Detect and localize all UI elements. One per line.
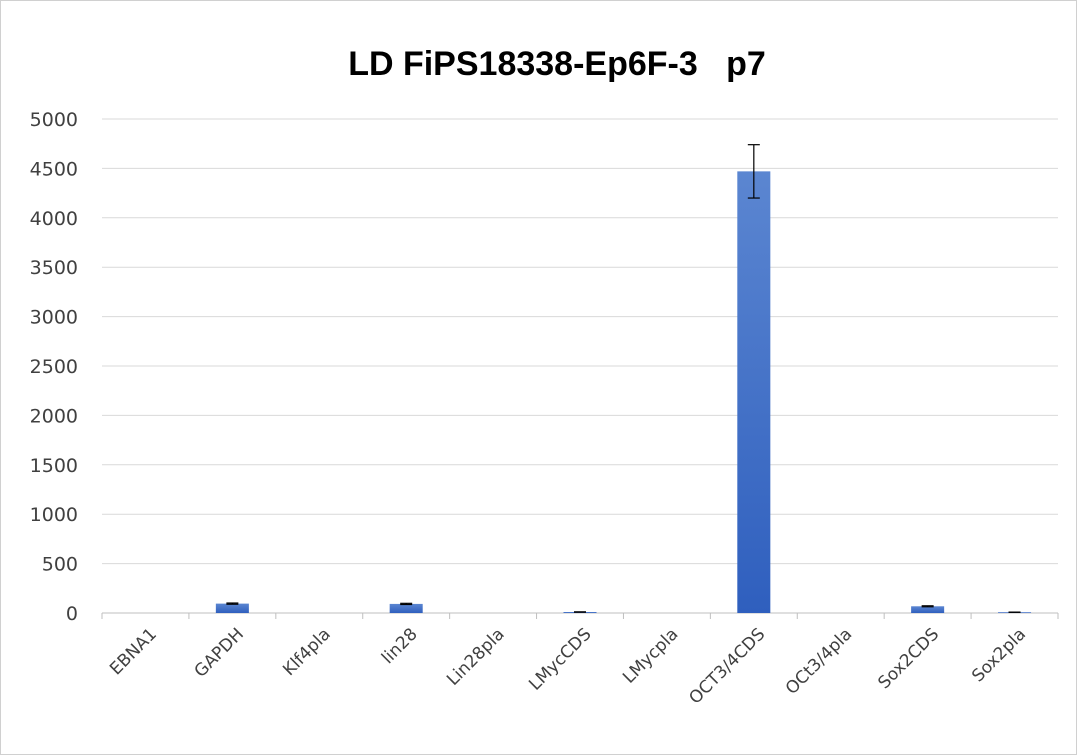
x-tick-label: Sox2CDS — [874, 624, 943, 693]
x-tick-label: OCt3/4pla — [782, 624, 856, 698]
y-tick-label: 4500 — [30, 158, 78, 180]
bar — [911, 606, 945, 613]
x-tick-label: Sox2pla — [968, 624, 1030, 686]
x-tick-label: GAPDH — [191, 624, 248, 681]
y-tick-label: 1000 — [30, 504, 78, 526]
error-bar — [921, 605, 934, 608]
y-tick-label: 4000 — [30, 208, 78, 230]
y-tick-label: 1500 — [30, 455, 78, 477]
x-tick-label: LMycCDS — [525, 624, 595, 694]
x-tick-label: Lin28pla — [443, 624, 508, 689]
bars — [215, 171, 1032, 613]
y-tick-label: 3000 — [30, 307, 78, 329]
x-tick-label: OCT3/4CDS — [685, 624, 769, 708]
x-tick-label: lin28 — [378, 624, 422, 668]
error-bar — [747, 144, 760, 199]
y-tick-label: 2500 — [30, 356, 78, 378]
bar — [737, 171, 771, 613]
chart-title: LD FiPS18338-Ep6F-3 p7 — [348, 45, 766, 83]
x-tick-label: EBNA1 — [106, 624, 161, 679]
error-bar — [226, 602, 239, 605]
y-axis-tick-labels: 0 500 1000 1500 2000 2500 3000 3500 4000 4500 5000 — [30, 109, 78, 625]
y-tick-label: 5000 — [30, 109, 78, 131]
gridlines — [101, 118, 1059, 619]
x-tick-label: Klf4pla — [279, 624, 335, 680]
y-tick-label: 3500 — [30, 257, 78, 279]
error-bars — [226, 144, 1021, 613]
y-tick-label: 2000 — [30, 405, 78, 427]
x-tick-label: LMycpla — [619, 624, 682, 687]
x-axis-tick-labels: EBNA1 GAPDH Klf4pla lin28 Lin28pla LMycCDS LMy… — [106, 624, 1030, 708]
y-tick-label: 0 — [66, 603, 78, 625]
error-bar — [400, 602, 413, 606]
bar — [215, 603, 249, 613]
y-tick-label: 500 — [42, 554, 78, 576]
bar — [389, 603, 423, 613]
